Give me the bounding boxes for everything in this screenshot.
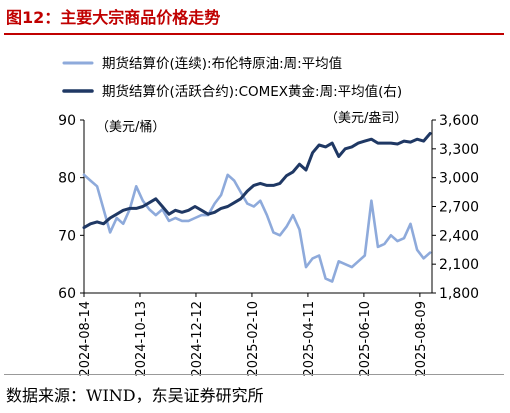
x-axis-tick-label: 2025-06-10 [358, 301, 373, 377]
x-axis-tick-label: 2025-02-10 [246, 301, 261, 377]
right-axis-tick-label: 2,100 [439, 257, 479, 273]
x-axis-tick-label: 2025-08-09 [414, 301, 429, 377]
left-axis-tick-label: 60 [58, 286, 76, 302]
legend-item-comex-gold: 期货结算价(活跃合约):COMEX黄金:周:平均值(右) [62, 83, 402, 100]
title-rule [4, 33, 504, 35]
figure-title: 图12：主要大宗商品价格走势 [6, 8, 221, 27]
right-axis-tick-label: 3,300 [439, 142, 479, 158]
x-axis-tick-label: 2024-10-13 [134, 301, 149, 377]
series-layer [82, 132, 432, 283]
chart-axes: 60 70 80 90 1,800 2,100 2,400 2,700 3,000 3,300 3,… [58, 113, 479, 377]
right-axis-tick-label: 2,700 [439, 200, 479, 216]
left-axis-tick-label: 90 [58, 113, 76, 129]
source-rule [4, 374, 504, 375]
right-axis-tick-label: 3,000 [439, 171, 479, 187]
right-axis-tick-label: 2,400 [439, 228, 479, 244]
brent-oil-series-line [82, 173, 432, 283]
legend-label: 期货结算价(连续):布伦特原油:周:平均值 [102, 55, 342, 72]
comex-gold-series-line [82, 132, 432, 230]
legend-label: 期货结算价(活跃合约):COMEX黄金:周:平均值(右) [102, 83, 402, 100]
left-axis-tick-label: 70 [58, 228, 76, 244]
right-axis-tick-label: 1,800 [439, 286, 479, 302]
x-axis-tick-label: 2024-08-14 [78, 301, 93, 377]
right-axis-tick-label: 3,600 [439, 113, 479, 129]
legend-item-brent-oil: 期货结算价(连续):布伦特原油:周:平均值 [62, 55, 342, 72]
source-note: 数据来源：WIND，东吴证券研究所 [6, 386, 264, 405]
left-axis-tick-label: 80 [58, 171, 76, 187]
left-axis-unit-label: （美元/桶） [96, 120, 165, 135]
x-axis-tick-label: 2024-12-12 [190, 301, 205, 377]
right-axis-unit-label: （美元/盎司） [325, 111, 407, 126]
legend: 期货结算价(连续):布伦特原油:周:平均值期货结算价(活跃合约):COMEX黄金… [62, 55, 402, 100]
x-axis-tick-label: 2025-04-11 [302, 301, 317, 377]
